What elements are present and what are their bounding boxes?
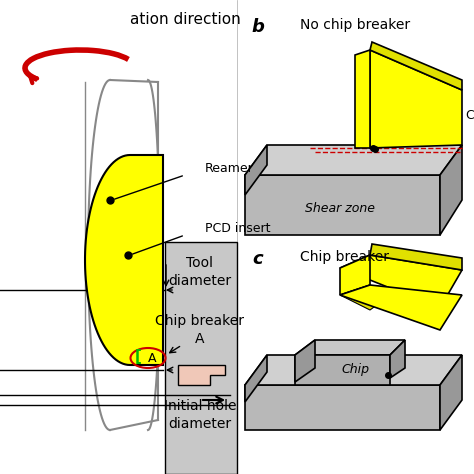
Text: Tool
diameter: Tool diameter <box>168 256 232 288</box>
Polygon shape <box>370 42 462 90</box>
Polygon shape <box>340 255 370 295</box>
Polygon shape <box>340 285 390 310</box>
Text: C: C <box>465 109 474 121</box>
Polygon shape <box>390 340 405 378</box>
Polygon shape <box>440 355 462 430</box>
Polygon shape <box>245 145 462 175</box>
Polygon shape <box>245 355 267 402</box>
Text: ation direction: ation direction <box>130 12 241 27</box>
Polygon shape <box>440 145 462 235</box>
Polygon shape <box>245 175 440 235</box>
Text: Chip breaker: Chip breaker <box>300 250 389 264</box>
Polygon shape <box>340 285 462 330</box>
Polygon shape <box>85 155 163 365</box>
Bar <box>165 242 237 474</box>
Text: c: c <box>253 250 264 268</box>
Text: b: b <box>252 18 264 36</box>
Polygon shape <box>245 180 462 210</box>
Polygon shape <box>178 365 225 385</box>
Text: No chip breaker: No chip breaker <box>300 18 410 32</box>
Text: A: A <box>148 352 156 365</box>
Polygon shape <box>295 340 405 355</box>
Polygon shape <box>370 244 462 270</box>
Polygon shape <box>370 50 462 148</box>
Polygon shape <box>245 145 267 195</box>
Text: [: [ <box>135 349 141 365</box>
Polygon shape <box>245 355 462 385</box>
Text: PCD insert: PCD insert <box>205 221 271 235</box>
Polygon shape <box>340 255 462 308</box>
Text: Reamer: Reamer <box>205 162 254 174</box>
Polygon shape <box>245 385 440 430</box>
Text: Shear zone: Shear zone <box>305 201 375 215</box>
Text: Chip breaker
A: Chip breaker A <box>155 314 245 346</box>
Text: Initial hole
diameter: Initial hole diameter <box>164 400 236 431</box>
Text: Chip: Chip <box>341 364 369 376</box>
Polygon shape <box>295 340 315 382</box>
Polygon shape <box>355 50 370 148</box>
Polygon shape <box>295 355 390 385</box>
